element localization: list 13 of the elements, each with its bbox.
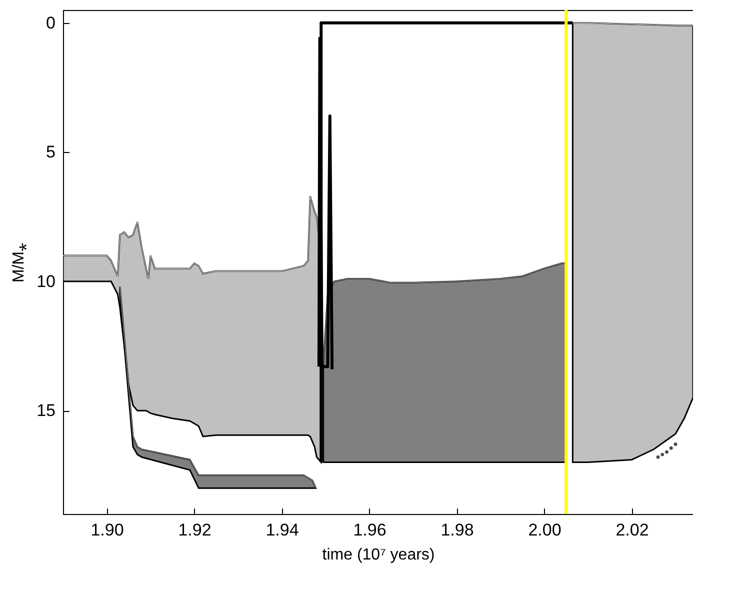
y-tick-label: 0: [46, 13, 56, 32]
y-tick-label: 10: [36, 272, 56, 291]
x-tick-label: 1.98: [440, 520, 474, 540]
x-axis-title: time (10⁷ years): [322, 546, 435, 564]
x-tick-label: 1.94: [266, 520, 299, 540]
x-tick-label: 1.92: [178, 520, 212, 540]
x-tick-label: 1.96: [353, 520, 386, 540]
y-tick-label: 15: [36, 401, 56, 420]
x-tick-label: 1.90: [90, 520, 124, 540]
y-axis-title: M/M⁎: [10, 242, 28, 283]
x-tick-label: 2.00: [528, 520, 562, 540]
x-tick-label: 2.02: [616, 520, 649, 540]
y-tick-label: 5: [46, 142, 56, 162]
